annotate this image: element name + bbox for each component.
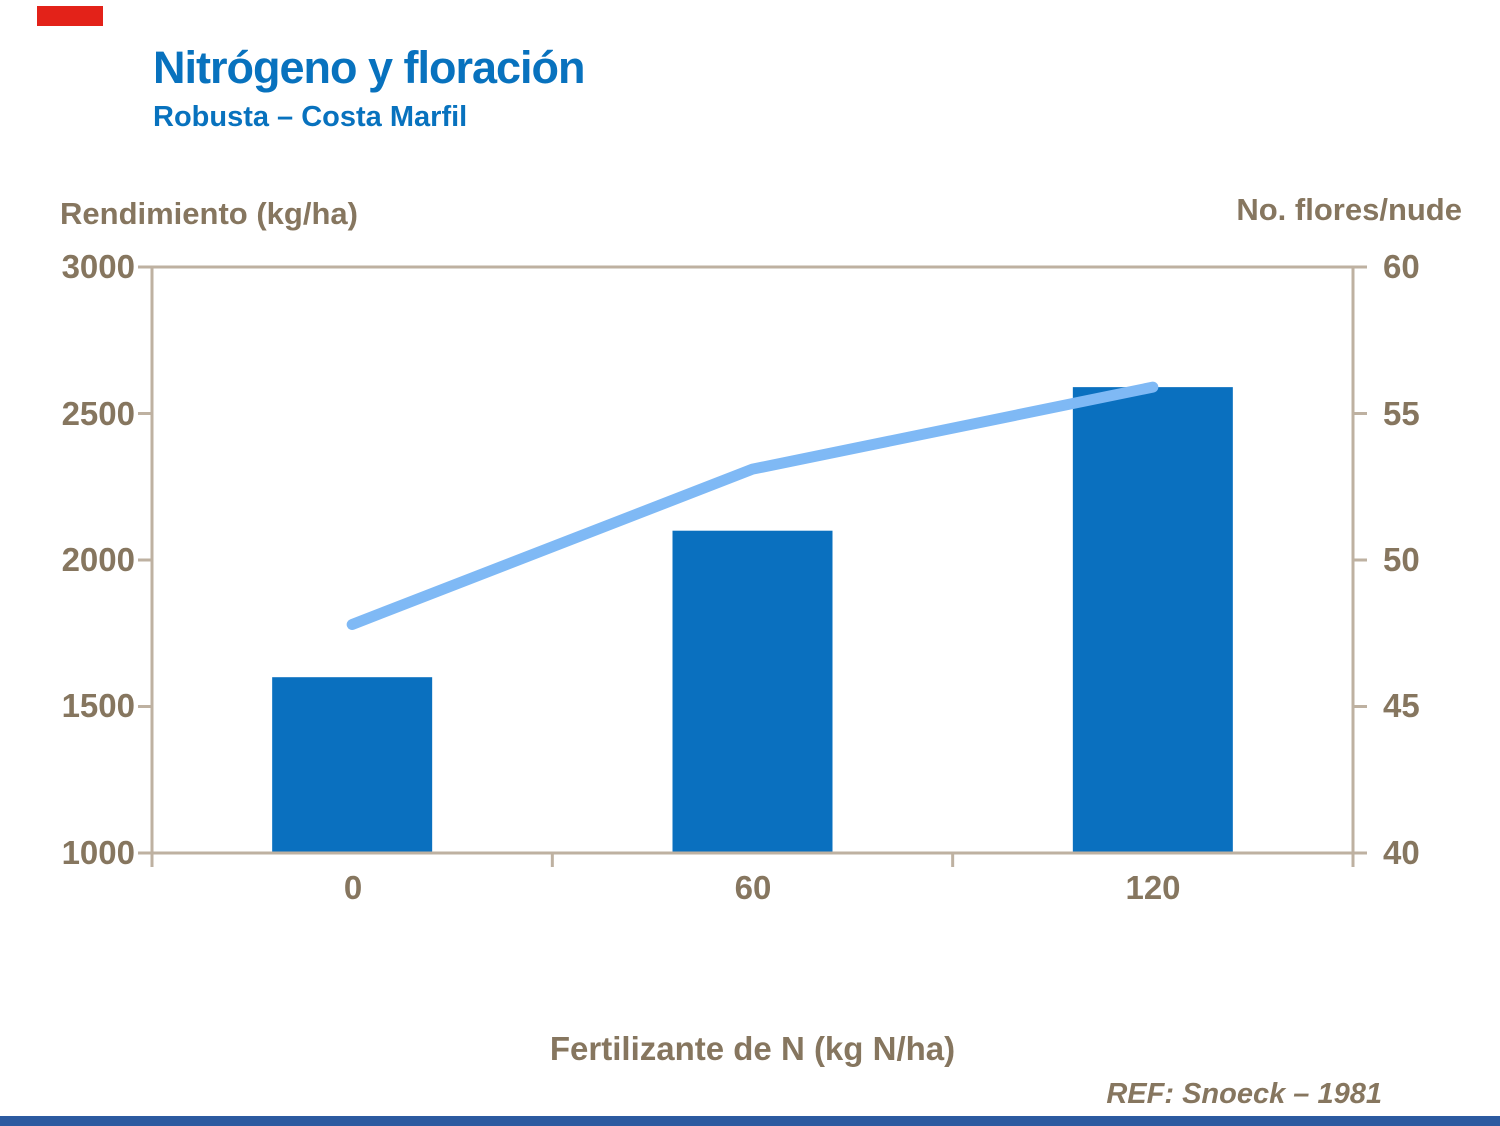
right-tick-label: 40 xyxy=(1383,834,1420,871)
slide-subtitle: Robusta – Costa Marfil xyxy=(153,101,468,133)
right-axis-title: No. flores/nude xyxy=(1236,192,1462,227)
left-tick-label: 2000 xyxy=(61,541,135,578)
slide-title: Nitrógeno y floración xyxy=(153,42,586,93)
left-tick-label: 3000 xyxy=(61,248,135,285)
slide-accent-red-bar xyxy=(37,6,103,26)
x-tick-label: 0 xyxy=(343,869,363,906)
x-tick-label: 120 xyxy=(1125,869,1181,906)
slide-footer-bar xyxy=(0,1116,1500,1126)
yield-bar-120 xyxy=(1072,387,1233,853)
yield-bar-60 xyxy=(672,530,833,853)
legend: Rendimiento (kg/ha) No. de flores/nudo xyxy=(0,946,1500,990)
reference-text: REF: Snoeck – 1981 xyxy=(1106,1078,1382,1110)
right-tick-label: 60 xyxy=(1383,248,1420,285)
x-axis-title: Fertilizante de N (kg N/ha) xyxy=(549,1030,956,1067)
x-tick-label: 60 xyxy=(734,869,772,906)
left-tick-label: 1000 xyxy=(61,834,135,871)
right-tick-label: 50 xyxy=(1383,541,1420,578)
left-tick-label: 2500 xyxy=(61,395,135,432)
yield-bar-0 xyxy=(272,677,433,853)
right-tick-label: 55 xyxy=(1383,395,1420,432)
left-axis-title: Rendimiento (kg/ha) xyxy=(60,196,358,231)
flores-line xyxy=(346,381,1159,630)
right-tick-label: 45 xyxy=(1383,687,1420,724)
left-tick-label: 1500 xyxy=(61,687,135,724)
